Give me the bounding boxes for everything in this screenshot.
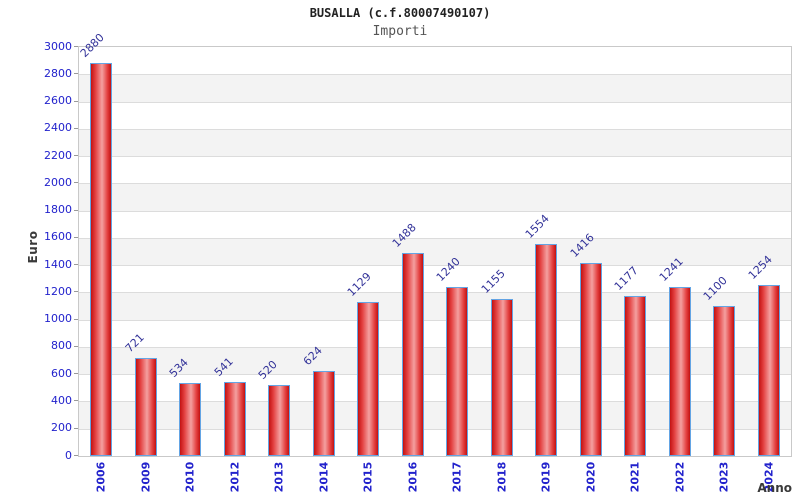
x-axis-title: Anno (757, 481, 792, 495)
x-tick-label: 2013 (272, 461, 286, 493)
y-tick-label: 2800 (44, 66, 72, 80)
chart-title: BUSALLA (c.f.80007490107) (309, 6, 491, 20)
x-tick-label: 2010 (183, 461, 197, 493)
y-tick-mark (74, 209, 78, 211)
y-tick-label: 800 (51, 339, 72, 353)
gridline (79, 319, 791, 321)
x-tick-label: 2015 (361, 461, 375, 493)
x-tick-label: 2016 (406, 461, 420, 493)
gridline (79, 237, 791, 239)
x-tick-label: 2009 (139, 461, 153, 493)
y-tick-mark (74, 182, 78, 184)
plot-area: 2880 721 534 541 520 624 1129 1488 1240 1155 1554 1… (78, 31, 792, 457)
gridline (79, 156, 791, 158)
bar (268, 385, 291, 456)
bar (134, 357, 157, 456)
y-tick-label: 2200 (44, 148, 72, 162)
x-tick-label: 2022 (673, 461, 687, 493)
bar (535, 244, 558, 456)
gridline (79, 183, 791, 185)
grid-band (79, 128, 791, 157)
bar (579, 262, 602, 456)
y-tick-label: 1200 (44, 284, 72, 298)
y-tick-mark (74, 236, 78, 238)
gridline (79, 401, 791, 403)
y-tick-label: 1800 (44, 203, 72, 217)
bar (179, 383, 202, 456)
grid-band (79, 101, 791, 129)
x-tick-label: 2018 (495, 461, 509, 493)
gridline (79, 210, 791, 212)
y-tick-label: 2600 (44, 94, 72, 108)
y-tick-mark (74, 400, 78, 402)
chart-subtitle: Importi (372, 24, 428, 39)
grid-band (79, 237, 791, 266)
bar (401, 253, 424, 456)
bar (713, 306, 736, 456)
bar (446, 286, 469, 456)
gridline (79, 74, 791, 76)
y-tick-label: 1600 (44, 230, 72, 244)
x-tick-label: 2020 (584, 461, 598, 493)
bar (90, 63, 113, 456)
y-tick-label: 200 (51, 421, 72, 435)
y-tick-label: 600 (51, 366, 72, 380)
gridline (79, 101, 791, 103)
y-tick-label: 1000 (44, 312, 72, 326)
y-tick-label: 2000 (44, 175, 72, 189)
x-tick-label: 2006 (94, 461, 108, 493)
x-tick-label: 2019 (539, 461, 553, 493)
y-tick-mark (74, 155, 78, 157)
x-tick-label: 2012 (228, 461, 242, 493)
y-tick-mark (74, 455, 78, 456)
y-tick-mark (74, 46, 78, 47)
y-tick-label: 0 (65, 448, 72, 462)
y-tick-mark (74, 264, 78, 266)
bar (624, 295, 647, 456)
y-tick-mark (74, 345, 78, 347)
gridline (79, 428, 791, 430)
y-tick-label: 2400 (44, 121, 72, 135)
gridline (79, 346, 791, 348)
bar (357, 302, 380, 456)
gridline (79, 128, 791, 130)
grid-band (79, 156, 791, 184)
bar (312, 370, 335, 456)
y-tick-mark (74, 427, 78, 429)
y-tick-mark (74, 73, 78, 75)
y-tick-mark (74, 291, 78, 293)
bar (490, 298, 513, 456)
y-axis-title: Euro (26, 230, 40, 264)
bar (223, 382, 246, 456)
x-tick-label: 2017 (450, 461, 464, 493)
grid-band (79, 183, 791, 211)
y-tick-label: 1400 (44, 257, 72, 271)
grid-band (79, 47, 791, 75)
x-tick-label: 2014 (317, 461, 331, 493)
gridline (79, 292, 791, 294)
y-tick-mark (74, 373, 78, 375)
x-tick-label: 2021 (628, 461, 642, 493)
grid-band (79, 210, 791, 238)
x-tick-label: 2023 (717, 461, 731, 493)
grid-band (79, 74, 791, 102)
y-tick-mark (74, 100, 78, 102)
y-tick-label: 3000 (44, 39, 72, 53)
y-tick-mark (74, 318, 78, 320)
gridline (79, 374, 791, 376)
y-tick-label: 400 (51, 393, 72, 407)
y-tick-mark (74, 127, 78, 129)
bar (668, 286, 691, 456)
gridline (79, 265, 791, 267)
bar (757, 285, 780, 456)
